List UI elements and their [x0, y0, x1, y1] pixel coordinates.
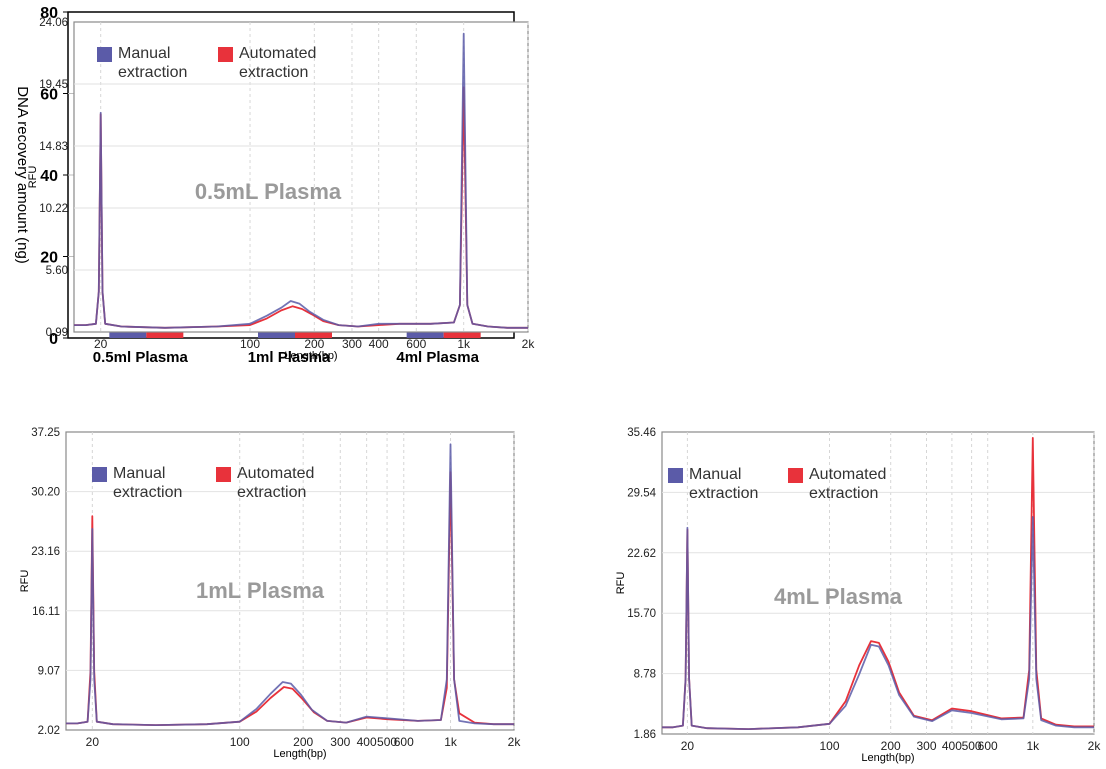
x-tick-label: 1k [1026, 739, 1040, 753]
y-tick-label: 24.06 [39, 17, 68, 29]
y-tick-label: 9.07 [38, 665, 60, 677]
x-axis-label: Length(bp) [861, 752, 914, 764]
y-tick-label: 37.25 [31, 427, 60, 439]
plot-area [65, 431, 515, 731]
y-axis-label: RFU [615, 572, 627, 595]
x-tick-label: 100 [819, 739, 839, 753]
chart-annotation: 4mL Plasma [774, 584, 903, 609]
legend-label-0: Manual [689, 466, 741, 483]
x-tick-label: 400 [357, 735, 377, 749]
chart-annotation: 1mL Plasma [196, 578, 325, 603]
legend-label-0: extraction [113, 484, 182, 501]
x-tick-label: 0.5ml Plasma [93, 349, 189, 366]
y-tick-label: 16.11 [32, 606, 60, 618]
y-tick-label: 29.54 [627, 487, 656, 499]
y-tick-label: 15.70 [627, 608, 656, 620]
x-tick-label: 20 [86, 735, 100, 749]
y-axis-label: RFU [19, 570, 31, 593]
plot-area [73, 21, 529, 333]
y-tick-label: 60 [40, 87, 58, 104]
x-tick-label: 200 [304, 337, 324, 351]
y-tick-label: 80 [40, 5, 58, 22]
x-tick-label: 500 [377, 735, 397, 749]
x-axis-label: Length(bp) [284, 350, 337, 362]
plot-area [661, 431, 1095, 735]
x-tick-label: 400 [942, 739, 962, 753]
x-tick-label: 600 [978, 739, 998, 753]
x-tick-label: 200 [293, 735, 313, 749]
legend-label-0: Manual [118, 45, 170, 62]
legend-label-1: extraction [239, 64, 308, 81]
y-axis-label: RFU [27, 166, 39, 189]
y-tick-label: 8.78 [634, 669, 656, 681]
series-line-0 [66, 443, 514, 726]
legend-label-0: extraction [689, 485, 758, 502]
x-tick-label: 2k [522, 337, 536, 351]
x-tick-label: 300 [916, 739, 936, 753]
y-tick-label: 0.99 [46, 327, 68, 339]
x-tick-label: 4ml Plasma [396, 349, 479, 366]
legend-swatch-1 [216, 467, 231, 482]
electropherogram-0-5ml: 20 100 200 300 400 600 1k 2k0.995.6010.2214.831… [27, 17, 536, 362]
x-tick-label: 20 [94, 337, 108, 351]
x-tick-label: 100 [240, 337, 260, 351]
legend-label-1: extraction [237, 484, 306, 501]
legend-swatch-1 [218, 47, 233, 62]
legend-swatch-0 [92, 467, 107, 482]
y-tick-label: 23.16 [31, 546, 60, 558]
x-tick-label: 200 [881, 739, 901, 753]
x-tick-label: 600 [394, 735, 414, 749]
x-tick-label: 600 [406, 337, 426, 351]
y-tick-label: 30.20 [31, 487, 60, 499]
x-tick-label: 300 [342, 337, 362, 351]
y-tick-label: 22.62 [627, 548, 656, 560]
y-tick-label: 1.86 [634, 729, 656, 741]
y-tick-label: 0 [49, 331, 58, 348]
legend-label-1: Automated [237, 465, 314, 482]
x-tick-label: 1k [457, 337, 471, 351]
y-tick-label: 14.83 [39, 141, 68, 153]
x-tick-label: 1ml Plasma [248, 349, 331, 366]
series-line-0 [74, 32, 528, 329]
y-tick-label: 5.60 [46, 265, 68, 277]
y-tick-label: 10.22 [39, 203, 68, 215]
y-tick-label: 19.45 [39, 79, 68, 91]
electropherogram-panel-1ml: 20 100 200 300 400 500 600 1k 2k 2.02 9.07 16.11 23.… [0, 412, 540, 764]
legend-swatch-0 [668, 468, 683, 483]
y-tick-label: 35.46 [627, 427, 656, 439]
legend-label-0: Manual [113, 465, 165, 482]
series-line-0 [662, 516, 1094, 730]
y-tick-label: 20 [40, 250, 58, 267]
y-tick-label: 2.02 [38, 725, 60, 737]
legend-swatch-1 [788, 468, 803, 483]
chart-annotation: 0.5mL Plasma [195, 179, 342, 204]
x-axis-label: Length(bp) [273, 748, 326, 760]
x-tick-label: 2k [1088, 739, 1102, 753]
x-tick-label: 100 [230, 735, 250, 749]
electropherogram-panel-0-5ml: 20 100 200 300 400 600 1k 2k 0.99 5.60 10.22 14.83 1… [0, 0, 536, 380]
legend-label-1: Automated [809, 466, 886, 483]
x-tick-label: 20 [681, 739, 695, 753]
x-tick-label: 500 [962, 739, 982, 753]
x-tick-label: 400 [369, 337, 389, 351]
legend-label-1: Automated [239, 45, 316, 62]
x-tick-label: 2k [508, 735, 522, 749]
y-axis-label: DNA recovery amount (ng) [14, 86, 31, 264]
electropherogram-panel-4ml: 20 100 200 300 400 500 600 1k 2k 1.86 8.78 15.70 22.… [566, 412, 1106, 764]
x-tick-label: 1k [444, 735, 458, 749]
legend-label-1: extraction [809, 485, 878, 502]
x-tick-label: 300 [330, 735, 350, 749]
legend-label-0: extraction [118, 64, 187, 81]
y-tick-label: 40 [40, 168, 58, 185]
legend-swatch-0 [97, 47, 112, 62]
